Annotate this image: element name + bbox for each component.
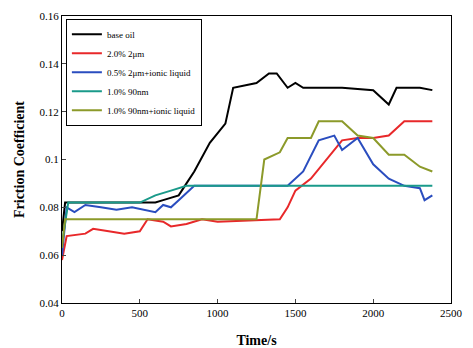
svg-text:0.06: 0.06 <box>40 249 60 261</box>
svg-text:1.0% 90nm: 1.0% 90nm <box>107 87 149 97</box>
svg-text:2000: 2000 <box>362 307 385 319</box>
svg-text:2.0% 2μm: 2.0% 2μm <box>107 49 144 59</box>
svg-text:Time/s: Time/s <box>236 333 277 348</box>
svg-text:1000: 1000 <box>207 307 230 319</box>
svg-text:1.0% 90nm+ionic liquid: 1.0% 90nm+ionic liquid <box>107 106 195 116</box>
svg-text:0.12: 0.12 <box>40 106 59 118</box>
svg-text:Friction Coefficient: Friction Coefficient <box>12 101 27 218</box>
svg-text:0.16: 0.16 <box>40 10 60 22</box>
svg-text:0.08: 0.08 <box>40 201 60 213</box>
svg-text:1500: 1500 <box>284 307 307 319</box>
svg-text:0.14: 0.14 <box>40 58 60 70</box>
svg-text:500: 500 <box>132 307 149 319</box>
svg-text:0.1: 0.1 <box>45 153 59 165</box>
svg-text:0.04: 0.04 <box>40 297 60 309</box>
svg-text:0: 0 <box>59 307 65 319</box>
svg-text:2500: 2500 <box>440 307 463 319</box>
svg-text:0.5% 2μm+ionic liquid: 0.5% 2μm+ionic liquid <box>107 68 191 78</box>
svg-text:base oil: base oil <box>107 30 135 40</box>
